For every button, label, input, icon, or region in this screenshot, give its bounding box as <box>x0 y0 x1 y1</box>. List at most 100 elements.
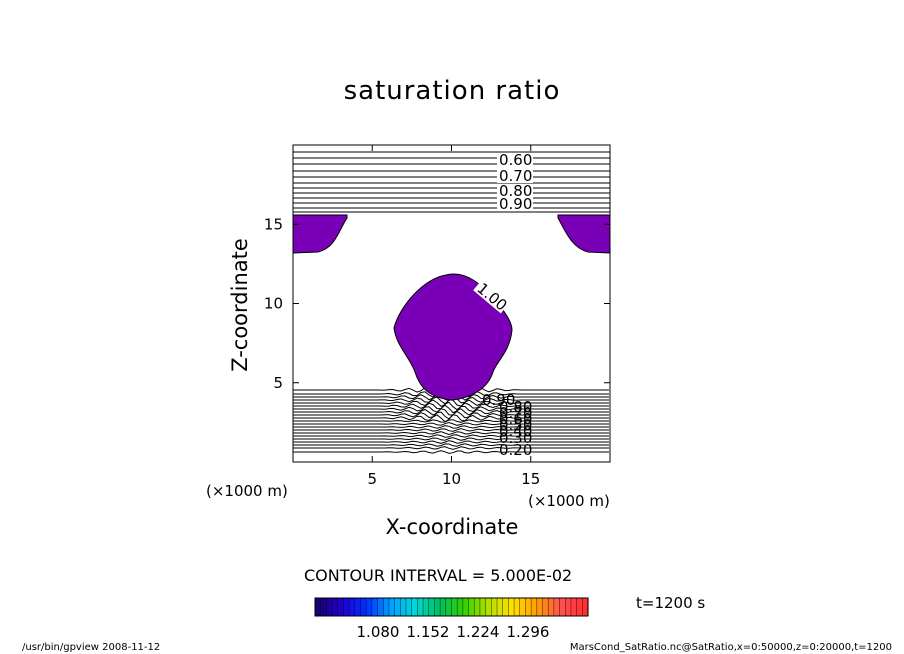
colorbar-label: 1.080 <box>357 623 400 641</box>
colorbar-cell <box>315 598 322 616</box>
lower-contour-line <box>293 414 609 423</box>
upper-level-label-bg <box>497 184 533 198</box>
colorbar-cell <box>388 598 396 616</box>
upper-level-label-bg <box>497 169 533 183</box>
region-right <box>557 214 610 254</box>
lower-level-label: 0.80 <box>499 398 532 416</box>
colorbar-cell <box>559 598 566 616</box>
lower-level-label: 0.50 <box>499 416 532 434</box>
colorbar-cell <box>548 598 555 616</box>
colorbar-cell <box>491 598 498 616</box>
colorbar-cell <box>519 598 527 616</box>
y-tick-label: 10 <box>264 295 283 313</box>
colorbar-cell <box>542 598 549 616</box>
lower-contour-line <box>293 431 609 436</box>
colorbar-cell <box>440 598 447 616</box>
colorbar-cell <box>502 598 509 616</box>
upper-level-label: 0.90 <box>499 195 532 213</box>
colorbar-tick-labels: 1.080 1.152 1.224 1.296 <box>357 623 550 641</box>
lower-contour-line <box>293 425 609 429</box>
y-tick-label: 15 <box>264 215 283 233</box>
colorbar-cell <box>508 598 515 616</box>
colorbar-frame <box>314 597 589 617</box>
colorbar-cell <box>576 598 583 616</box>
x-axis-label: X-coordinate <box>385 515 519 539</box>
footer-program: /usr/bin/gpview 2008-11-12 <box>22 642 161 653</box>
contour-interval: CONTOUR INTERVAL = 5.000E-02 <box>304 566 573 585</box>
upper-contour-lines <box>293 151 610 213</box>
lower-contour-line <box>293 404 609 414</box>
colorbar-cell <box>326 598 333 616</box>
colorbar-cell <box>468 598 475 616</box>
colorbar-cell <box>536 598 544 616</box>
time-label: t=1200 s <box>636 594 706 612</box>
colorbar-cell <box>349 598 356 616</box>
colorbar-cell <box>337 598 345 616</box>
x-tick-label: 10 <box>442 470 461 488</box>
colorbar-cell <box>565 598 572 616</box>
colorbar-cell <box>343 598 350 616</box>
colorbar-cell <box>451 598 458 616</box>
upper-level-label: 0.60 <box>499 151 532 169</box>
colorbar-cell <box>462 598 470 616</box>
colorbar-cell <box>514 598 521 616</box>
colorbar-cell <box>371 598 379 616</box>
lower-level-label: 0.20 <box>499 441 532 459</box>
colorbar-cell <box>332 598 339 616</box>
colorbar-cell <box>354 598 362 616</box>
colorbar-cell <box>525 598 532 616</box>
colorbar-label: 1.296 <box>507 623 550 641</box>
colorbar-cell <box>553 598 561 616</box>
colorbar-cell <box>417 598 424 616</box>
colorbar-cell <box>582 598 589 616</box>
lower-level-label: 0.40 <box>499 422 532 440</box>
colorbar-cell <box>445 598 453 616</box>
colorbar-cell <box>531 598 538 616</box>
colorbar-cell <box>366 598 373 616</box>
lower-contour-line <box>293 437 609 441</box>
supersaturated-regions <box>293 214 610 401</box>
colorbar-cell <box>406 598 413 616</box>
colorbar-cell <box>411 598 418 616</box>
y-tick-label: 5 <box>273 374 283 392</box>
x-unit-left: (×1000 m) <box>206 482 288 500</box>
upper-level-label-bg <box>497 153 533 167</box>
colorbar-label: 1.152 <box>407 623 450 641</box>
lower-contour-line <box>293 450 609 454</box>
colorbar-cell <box>474 598 481 616</box>
colorbar-cell <box>497 598 504 616</box>
colorbar-cell <box>485 598 492 616</box>
level-label-1-00-bg <box>473 279 510 314</box>
lower-level-label: 0.60 <box>499 410 532 428</box>
chart-title: saturation ratio <box>343 76 561 106</box>
lower-contour-line <box>293 408 609 416</box>
y-axis-label: Z-coordinate <box>228 238 252 372</box>
upper-level-label: 0.70 <box>499 167 532 185</box>
colorbar-cell <box>360 598 367 616</box>
x-unit-right: (×1000 m) <box>528 492 610 510</box>
colorbar-cell <box>394 598 401 616</box>
region-left <box>293 214 348 254</box>
lower-contour-line <box>293 421 609 426</box>
upper-level-label-bg <box>497 197 533 211</box>
colorbar-label: 1.224 <box>457 623 500 641</box>
colorbar-cell <box>377 598 384 616</box>
colorbar-cell <box>479 598 487 616</box>
footer-source: MarsCond_SatRatio.nc@SatRatio,x=0:50000,… <box>569 642 892 653</box>
colorbar <box>314 598 589 616</box>
lower-contour-line <box>293 401 609 411</box>
lower-level-label: 0.70 <box>499 404 532 422</box>
colorbar-cell <box>400 598 407 616</box>
lower-contour-line <box>293 440 609 444</box>
lower-level-label: 0.90 <box>482 391 515 409</box>
lower-contour-line <box>293 446 609 450</box>
colorbar-cell <box>383 598 390 616</box>
lower-contour-line <box>293 443 609 447</box>
colorbar-cell <box>457 598 464 616</box>
lower-contour-line <box>293 419 609 423</box>
x-tick-label: 15 <box>521 470 540 488</box>
colorbar-cell <box>320 598 327 616</box>
colorbar-cell <box>423 598 430 616</box>
lower-contour-line <box>293 434 609 438</box>
lower-level-label: 0.30 <box>499 429 532 447</box>
